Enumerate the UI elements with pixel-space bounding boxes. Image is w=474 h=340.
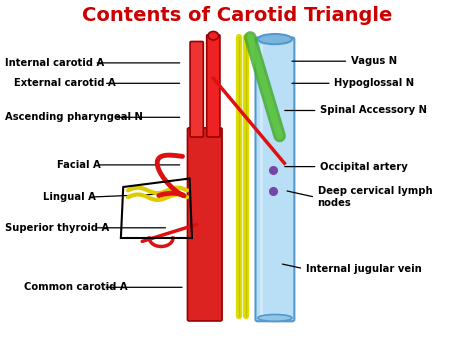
Text: Lingual A: Lingual A	[43, 192, 96, 202]
Text: Facial A: Facial A	[57, 160, 100, 170]
Text: Contents of Carotid Triangle: Contents of Carotid Triangle	[82, 6, 392, 25]
Text: Ascending pharyngeal N: Ascending pharyngeal N	[5, 112, 143, 122]
Ellipse shape	[258, 34, 292, 44]
FancyBboxPatch shape	[255, 37, 294, 321]
Ellipse shape	[258, 314, 292, 321]
Text: Occipital artery: Occipital artery	[320, 162, 408, 172]
Text: Deep cervical lymph
nodes: Deep cervical lymph nodes	[318, 186, 432, 208]
Text: Vagus N: Vagus N	[351, 56, 397, 66]
Text: External carotid A: External carotid A	[14, 78, 116, 88]
Text: Spinal Accessory N: Spinal Accessory N	[320, 105, 427, 116]
Ellipse shape	[208, 32, 219, 40]
FancyBboxPatch shape	[187, 128, 222, 321]
Text: Internal carotid A: Internal carotid A	[5, 58, 104, 68]
Text: Common carotid A: Common carotid A	[24, 282, 128, 292]
FancyBboxPatch shape	[207, 35, 220, 137]
Text: Hypoglossal N: Hypoglossal N	[334, 78, 414, 88]
Text: Internal jugular vein: Internal jugular vein	[306, 264, 421, 274]
Text: Superior thyroid A: Superior thyroid A	[5, 223, 109, 233]
FancyBboxPatch shape	[190, 41, 203, 137]
